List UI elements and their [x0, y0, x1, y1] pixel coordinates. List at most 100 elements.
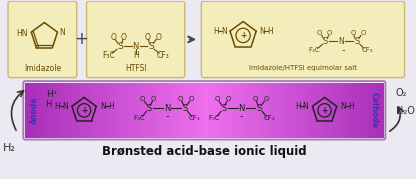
Text: S: S [221, 104, 227, 113]
Bar [108, 83, 112, 138]
Text: H: H [213, 27, 219, 36]
Text: H₂O: H₂O [396, 106, 414, 116]
Bar [258, 83, 262, 138]
Text: N: N [341, 102, 347, 111]
Text: CF₃: CF₃ [157, 51, 169, 60]
Text: N: N [221, 27, 227, 36]
Bar [201, 83, 206, 138]
Bar [319, 83, 324, 138]
Text: F₃C: F₃C [102, 51, 114, 60]
Bar [290, 83, 295, 138]
Text: S: S [354, 37, 359, 46]
Bar [61, 83, 66, 138]
Text: F₃C: F₃C [134, 115, 145, 121]
Bar [57, 83, 62, 138]
Bar [248, 83, 252, 138]
Text: Imidazole: Imidazole [24, 64, 61, 73]
Bar [226, 83, 230, 138]
Bar [172, 83, 177, 138]
Bar [219, 83, 223, 138]
Bar [79, 83, 84, 138]
Text: H: H [46, 100, 52, 109]
Text: +: + [322, 106, 328, 115]
Bar [301, 83, 306, 138]
Bar [358, 83, 363, 138]
Text: Brønsted acid-base ionic liquid: Brønsted acid-base ionic liquid [102, 145, 307, 158]
Bar [72, 83, 77, 138]
Text: -: - [342, 45, 345, 55]
Text: H: H [133, 51, 139, 60]
Bar [154, 83, 159, 138]
Bar [326, 83, 331, 138]
Bar [344, 83, 349, 138]
Text: O: O [317, 30, 322, 37]
Bar [32, 83, 37, 138]
FancyBboxPatch shape [201, 1, 404, 78]
Text: -: - [165, 111, 169, 121]
Text: N: N [238, 104, 245, 113]
Bar [233, 83, 238, 138]
Bar [133, 83, 137, 138]
Text: O: O [214, 96, 220, 102]
Text: O: O [121, 33, 127, 42]
Text: O: O [140, 96, 145, 102]
Bar [158, 83, 162, 138]
Text: Anode: Anode [30, 97, 39, 124]
Bar [82, 83, 87, 138]
Bar [136, 83, 141, 138]
Text: O: O [350, 30, 356, 37]
Bar [140, 83, 144, 138]
Bar [186, 83, 191, 138]
Text: O: O [225, 96, 230, 102]
Text: N: N [59, 28, 65, 37]
Bar [161, 83, 166, 138]
Bar [380, 83, 384, 138]
Text: O: O [263, 96, 269, 102]
Text: CF₃: CF₃ [189, 115, 200, 121]
Bar [330, 83, 334, 138]
Text: O: O [360, 30, 366, 37]
Text: F₃C: F₃C [308, 47, 319, 53]
Bar [151, 83, 155, 138]
Bar [376, 83, 381, 138]
Text: CF₃: CF₃ [362, 47, 374, 53]
Bar [68, 83, 73, 138]
Text: H: H [54, 102, 60, 111]
Bar [90, 83, 94, 138]
Bar [237, 83, 241, 138]
Bar [362, 83, 366, 138]
Bar [144, 83, 148, 138]
Bar [312, 83, 317, 138]
Bar [348, 83, 352, 138]
Bar [119, 83, 123, 138]
Bar [315, 83, 320, 138]
Bar [54, 83, 59, 138]
Bar [255, 83, 259, 138]
Bar [183, 83, 188, 138]
Bar [197, 83, 202, 138]
Text: S: S [147, 104, 152, 113]
Text: O₂: O₂ [395, 88, 407, 98]
Text: CF₃: CF₃ [263, 115, 275, 121]
Text: S: S [149, 42, 154, 51]
Bar [297, 83, 302, 138]
Text: H⁺: H⁺ [46, 90, 57, 100]
Bar [262, 83, 266, 138]
Text: +: + [240, 31, 246, 40]
Text: N: N [303, 102, 308, 111]
Bar [222, 83, 227, 138]
Bar [64, 83, 69, 138]
Bar [93, 83, 98, 138]
Bar [366, 83, 370, 138]
Bar [43, 83, 48, 138]
Text: -: - [240, 111, 243, 121]
Text: O: O [110, 33, 116, 42]
Bar [351, 83, 356, 138]
Bar [208, 83, 213, 138]
Text: +: + [81, 106, 87, 115]
FancyBboxPatch shape [8, 1, 77, 78]
Bar [244, 83, 248, 138]
Bar [100, 83, 105, 138]
Bar [126, 83, 130, 138]
Bar [204, 83, 209, 138]
